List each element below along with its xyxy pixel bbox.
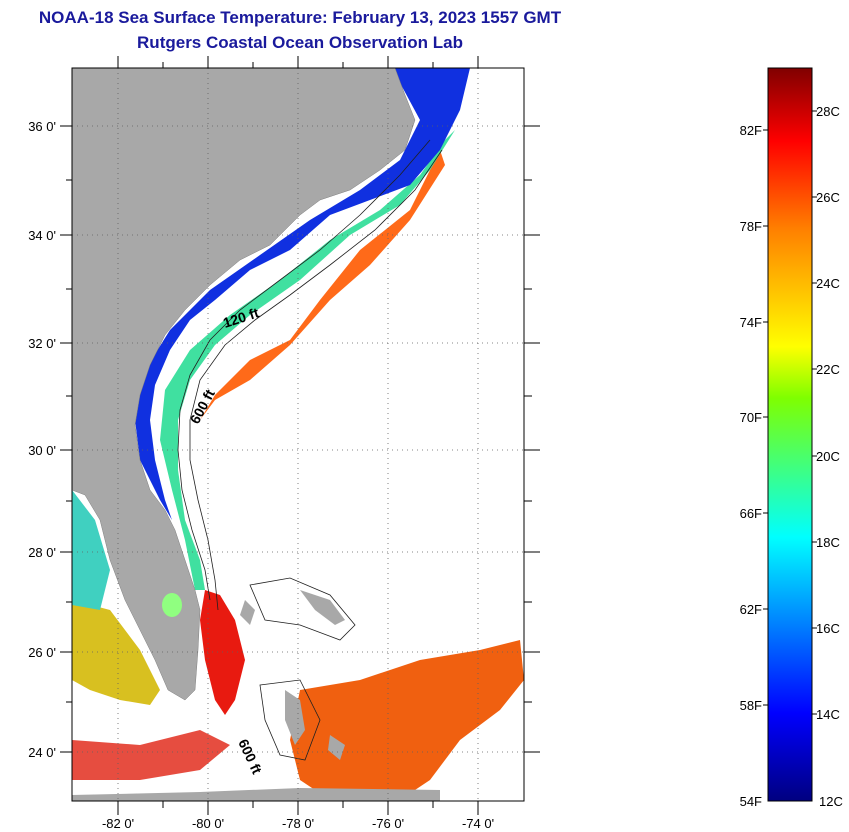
colorbar-f-label: 62F bbox=[740, 602, 762, 617]
contour-bahamas bbox=[259, 679, 321, 761]
gulf-cool-water bbox=[72, 490, 110, 610]
colorbar-f-label: 78F bbox=[740, 219, 762, 234]
keys-warm-water bbox=[72, 730, 230, 780]
lat-label: 26 0' bbox=[28, 645, 56, 660]
colorbar-f-label: 82F bbox=[740, 123, 762, 138]
colorbar-f-label: 58F bbox=[740, 698, 762, 713]
grid bbox=[72, 68, 524, 801]
colorbar-f-label: 70F bbox=[740, 410, 762, 425]
lat-label: 30 0' bbox=[28, 443, 56, 458]
map-title: NOAA-18 Sea Surface Temperature: Februar… bbox=[38, 8, 562, 27]
colorbar-c-label: 20C bbox=[816, 449, 840, 464]
colorbar-ticks bbox=[763, 110, 817, 715]
map-area bbox=[72, 68, 524, 801]
map-subtitle: Rutgers Coastal Ocean Observation Lab bbox=[137, 33, 463, 52]
florida-straits-warm bbox=[200, 590, 245, 715]
lon-label: -76 0' bbox=[372, 816, 404, 831]
lat-label: 28 0' bbox=[28, 545, 56, 560]
bahamas-island bbox=[240, 600, 255, 625]
colorbar-c-label: 16C bbox=[816, 621, 840, 636]
lat-label: 32 0' bbox=[28, 336, 56, 351]
colorbar-c-label: 24C bbox=[816, 276, 840, 291]
contour-600ft bbox=[189, 149, 443, 611]
bahamas-island bbox=[285, 690, 305, 745]
colorbar-f-label: 54F bbox=[740, 794, 762, 809]
south-warm-water bbox=[290, 640, 524, 800]
lon-label: -80 0' bbox=[192, 816, 224, 831]
colorbar-c-label: 22C bbox=[816, 362, 840, 377]
contour-bahamas bbox=[249, 577, 356, 641]
shelf-water-mid bbox=[160, 130, 455, 590]
lake-okeechobee bbox=[162, 593, 182, 617]
lat-label: 36 0' bbox=[28, 119, 56, 134]
land-us-southeast bbox=[72, 68, 416, 701]
gulf-warm-water bbox=[72, 600, 160, 705]
colorbar-c-label: 26C bbox=[816, 190, 840, 205]
lon-label: -82 0' bbox=[102, 816, 134, 831]
colorbar-c-label: 14C bbox=[816, 707, 840, 722]
bahamas-island bbox=[328, 735, 345, 760]
gulf-stream-band bbox=[200, 150, 445, 420]
colorbar-c-label: 28C bbox=[816, 104, 840, 119]
lon-label: -78 0' bbox=[282, 816, 314, 831]
nearshore-cold-water bbox=[135, 68, 470, 520]
axis-ticks bbox=[60, 56, 540, 815]
colorbar-c-label: 18C bbox=[816, 535, 840, 550]
colorbar-f-label: 74F bbox=[740, 315, 762, 330]
lon-label: -74 0' bbox=[462, 816, 494, 831]
lat-label: 34 0' bbox=[28, 228, 56, 243]
color-bar bbox=[767, 67, 813, 802]
bahamas-island bbox=[300, 590, 345, 625]
contour-120ft bbox=[177, 139, 431, 601]
colorbar-c-label: 12C bbox=[819, 794, 843, 809]
colorbar-f-label: 66F bbox=[740, 506, 762, 521]
cuba-coast bbox=[72, 788, 440, 801]
lat-label: 24 0' bbox=[28, 745, 56, 760]
